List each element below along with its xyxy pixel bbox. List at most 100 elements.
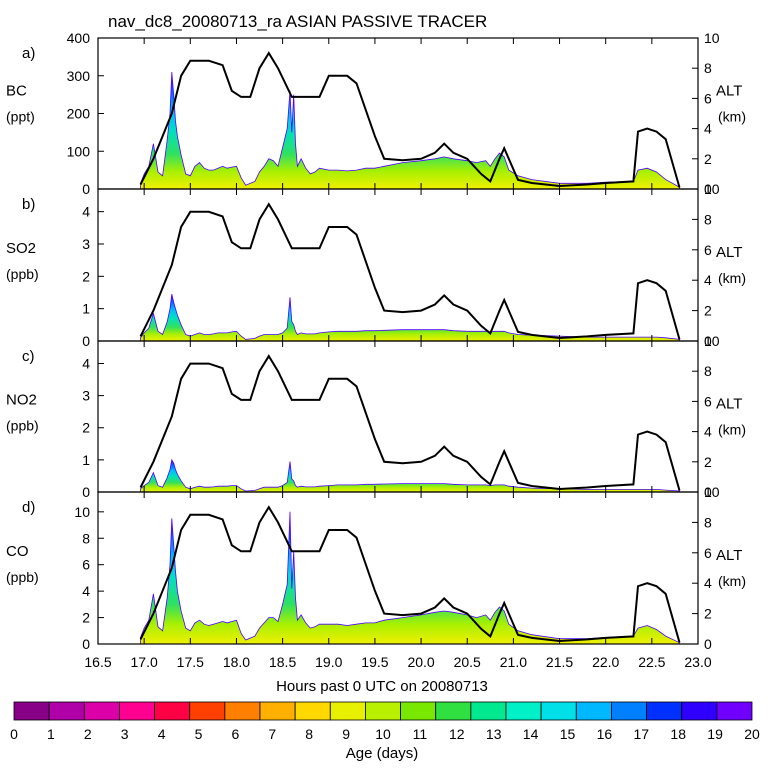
x-tick-label: 19.0 — [315, 654, 342, 670]
panel-so2: 0 1 2 3 4 0 2 4 6 8 10 b) SO2 (ppb) ALT (km) — [6, 181, 746, 349]
panel-letter: b) — [22, 196, 35, 213]
species-label: CO — [6, 543, 29, 560]
panel-letter: d) — [22, 499, 35, 516]
colorbar-tick-label: 3 — [121, 726, 129, 742]
x-tick-label: 20.0 — [407, 654, 434, 670]
alt-tick-label: 8 — [704, 60, 712, 76]
colorbar-tick-label: 18 — [670, 726, 686, 742]
unit-label: (ppb) — [6, 418, 39, 434]
x-tick-label: 18.5 — [269, 654, 296, 670]
alt-tick-label: 6 — [704, 393, 712, 409]
alt-tick-label: 8 — [704, 514, 712, 530]
y-tick-label: 2 — [82, 610, 90, 626]
colorbar-swatch — [294, 701, 331, 721]
colorbar-swatch — [224, 701, 261, 721]
colorbar-swatch — [48, 701, 85, 721]
colorbar-swatch — [13, 701, 50, 721]
alt-tick-label: 4 — [704, 272, 712, 288]
tracer-area-co — [140, 511, 680, 645]
colorbar-swatch — [259, 701, 296, 721]
unit-label: (ppb) — [6, 266, 39, 282]
colorbar-tick-label: 9 — [342, 726, 350, 742]
colorbar: 0 1 2 3 4 5 6 7 8 9 10 11 12 13 14 15 16 17 18 19 20 — [10, 701, 760, 742]
alt-tick-label: 6 — [704, 545, 712, 561]
alt-tick-label: 0 — [704, 181, 712, 197]
panel-bc: 0 100 200 300 400 0 2 4 6 8 10 a) BC (ppt) ALT (km) — [6, 30, 746, 197]
altitude-line — [139, 51, 681, 188]
alt-axis-label: ALT — [716, 547, 742, 564]
colorbar-swatch — [681, 701, 718, 721]
alt-tick-label: 0 — [704, 333, 712, 349]
alt-axis-unit: (km) — [718, 109, 746, 125]
x-tick-label: 18.0 — [223, 654, 250, 670]
altitude-line — [139, 505, 681, 643]
y-tick-label: 2 — [82, 420, 90, 436]
panel-frame — [97, 340, 699, 493]
alt-axis-unit: (km) — [718, 270, 746, 286]
colorbar-swatch — [611, 701, 647, 721]
y-tick-label: 4 — [82, 355, 90, 371]
colorbar-tick-label: 19 — [707, 726, 723, 742]
colorbar-swatch — [575, 701, 612, 721]
species-label: SO2 — [6, 240, 36, 257]
y-tick-label: 6 — [82, 557, 90, 573]
tracer-area-no2 — [140, 458, 680, 493]
panel-frame — [97, 491, 699, 645]
x-tick-label: 22.0 — [592, 654, 619, 670]
alt-tick-label: 4 — [704, 424, 712, 440]
panel-frame — [97, 188, 699, 342]
alt-axis-unit: (km) — [718, 573, 746, 589]
colorbar-tick-label: 13 — [486, 726, 502, 742]
y-tick-label: 200 — [67, 106, 91, 122]
x-tick-label: 17.0 — [131, 654, 158, 670]
colorbar-swatch — [119, 701, 155, 721]
alt-tick-label: 6 — [704, 242, 712, 258]
colorbar-swatch — [435, 701, 472, 721]
colorbar-tick-label: 16 — [597, 726, 613, 742]
alt-tick-label: 2 — [704, 151, 712, 167]
x-tick-label: 16.5 — [84, 654, 111, 670]
y-tick-label: 1 — [82, 301, 90, 317]
colorbar-swatch — [505, 701, 542, 721]
y-tick-label: 400 — [67, 30, 91, 46]
y-tick-label: 4 — [82, 204, 90, 220]
x-axis-label: Hours past 0 UTC on 20080713 — [276, 678, 488, 695]
colorbar-tick-label: 7 — [268, 726, 276, 742]
tracer-area-so2 — [140, 294, 680, 342]
unit-label: (ppt) — [6, 109, 35, 125]
y-tick-label: 3 — [82, 236, 90, 252]
x-tick-label: 19.5 — [361, 654, 388, 670]
alt-tick-label: 10 — [704, 30, 720, 46]
species-label: BC — [6, 83, 27, 100]
alt-axis-label: ALT — [716, 83, 742, 100]
y-tick-label: 300 — [67, 68, 91, 84]
colorbar-swatch — [716, 701, 753, 721]
colorbar-tick-label: 10 — [375, 726, 391, 742]
y-tick-label: 1 — [82, 452, 90, 468]
y-tick-label: 0 — [82, 333, 90, 349]
alt-tick-label: 0 — [704, 484, 712, 500]
alt-tick-label: 6 — [704, 90, 712, 106]
panel-letter: c) — [22, 348, 35, 365]
alt-tick-label: 10 — [704, 484, 720, 500]
colorbar-tick-label: 0 — [10, 726, 18, 742]
x-tick-label: 17.5 — [177, 654, 204, 670]
colorbar-tick-label: 14 — [523, 726, 539, 742]
colorbar-tick-label: 8 — [305, 726, 313, 742]
y-tick-label: 10 — [74, 504, 90, 520]
alt-tick-label: 8 — [704, 363, 712, 379]
colorbar-swatch — [189, 701, 226, 721]
y-tick-label: 0 — [82, 181, 90, 197]
altitude-line — [139, 354, 681, 491]
colorbar-tick-label: 15 — [560, 726, 576, 742]
altitude-line — [139, 202, 681, 340]
alt-tick-label: 4 — [704, 575, 712, 591]
colorbar-swatch — [154, 701, 191, 721]
panel-letter: a) — [22, 45, 35, 62]
colorbar-tick-label: 6 — [232, 726, 240, 742]
colorbar-swatch — [540, 701, 577, 721]
tracer-area-bc — [140, 71, 680, 190]
colorbar-tick-label: 4 — [158, 726, 166, 742]
